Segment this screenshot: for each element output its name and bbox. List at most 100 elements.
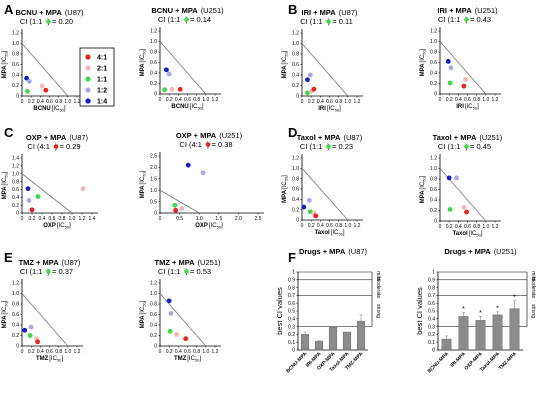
data-point-1-1: [305, 90, 310, 96]
x-tick-label: 0.8: [59, 216, 66, 222]
chart-f2: Drugs + MPA (U251) 0 0.1 0.2 0.30.4 0.5 0.6 0.7 0…: [415, 247, 536, 374]
ci-subtitle: CI (1:1) = 0.37: [20, 267, 73, 276]
y-tick-label: 1.2: [12, 164, 19, 170]
y-tick-label: 0: [432, 348, 435, 354]
y-tick-label: 0.5: [428, 309, 435, 315]
x-tick-label: 0.2: [446, 97, 453, 103]
x-tick-label: 0: [21, 349, 24, 355]
y-tick-label: 1: [292, 270, 295, 276]
zone-label: strong: [375, 304, 381, 318]
y-tick-label: 0: [16, 344, 19, 350]
legend-label: 1:2: [97, 88, 107, 95]
y-tick-label: 0: [434, 219, 437, 225]
y-tick-label: 0.4: [428, 317, 435, 323]
ci-subtitle: CI (4:1) = 0.29: [27, 142, 80, 151]
data-point-1-4: [445, 59, 451, 64]
x-tick-label: 0.4: [37, 99, 44, 105]
legend: 4:1 2:1 1:1 1:2 1:4: [79, 47, 115, 107]
chart-title: BCNU + MPA (U251): [151, 6, 224, 15]
y-tick-label: 0.6: [430, 187, 437, 193]
x-tick-label: 0.2: [28, 349, 35, 355]
x-axis-label: BCNU[IC50]: [33, 106, 65, 113]
y-tick-label: 1.0: [430, 39, 437, 45]
data-point-4-1: [29, 207, 35, 213]
significance-star: *: [479, 310, 482, 317]
ci-subtitle: CI (1:1) = 0.53: [158, 267, 211, 276]
ci-ratio-dot: [46, 269, 51, 274]
chart-f: Drugs + MPA (U87) 0 0.1 0.2 0.30.4 0.5 0.6 0.7 0.…: [275, 247, 381, 374]
y-tick-label: 0.8: [12, 179, 19, 185]
y-tick-label: 0: [434, 92, 437, 98]
additivity-line: [21, 293, 69, 347]
x-tick-label: 1.2: [354, 223, 361, 229]
x-tick-label: 0.4: [37, 349, 44, 355]
y-tick-label: 0.8: [428, 285, 435, 291]
x-tick-label: 0: [21, 99, 24, 105]
y-tick-label: 0.6: [150, 60, 157, 66]
x-tick-label: 0.6: [46, 99, 53, 105]
x-tick-label: 1.2: [74, 99, 81, 105]
y-tick-label: 0.1: [428, 340, 435, 346]
x-tick-label: 1.2: [492, 97, 499, 103]
data-point-1-1: [172, 202, 178, 208]
panel-label-e: E: [4, 250, 13, 265]
x-tick-label: 0.8: [335, 99, 342, 105]
y-tick-label: 0.6: [292, 62, 299, 68]
y-tick-label: 0.6: [288, 301, 295, 307]
y-tick-label: 0.2: [292, 83, 299, 89]
x-tick-label: 2.5: [255, 216, 262, 222]
x-tick-label: 1.0: [344, 223, 351, 229]
zone-label: moderate: [375, 277, 381, 298]
x-axis-label: BCNU[IC50]: [171, 104, 203, 111]
chart-title: Taxol + MPA (U87): [297, 133, 363, 142]
data-point-1-2: [28, 324, 34, 330]
data-point-2-1: [174, 332, 179, 337]
data-point-1-4: [164, 67, 169, 73]
y-tick-label: 0.8: [292, 52, 299, 58]
x-axis-label: OXP[IC50]: [195, 223, 223, 230]
data-point-1-2: [306, 197, 312, 203]
ci-ratio-dot: [184, 17, 189, 22]
y-tick-label: 1: [432, 270, 435, 276]
y-tick-label: 0.6: [12, 187, 19, 193]
x-axis-label: IRI[IC50]: [456, 104, 479, 111]
x-tick-label: 0.6: [184, 97, 191, 103]
legend-marker-1-1: [85, 76, 91, 82]
y-tick-label: 0.4: [288, 317, 295, 323]
data-point-4-1: [183, 336, 189, 342]
additivity-line: [301, 168, 349, 221]
data-point-1-1: [25, 88, 30, 94]
ci-subtitle: CI (1:1) = 0.20: [20, 17, 73, 26]
data-point-1-1: [162, 87, 167, 93]
panel-label-f: F: [288, 250, 296, 265]
chart-title: BCNU + MPA (U87): [15, 8, 84, 17]
x-tick-label: 0.4: [175, 349, 182, 355]
bar: [328, 327, 338, 351]
x-tick-label: 0.8: [55, 349, 62, 355]
zone-label: moderate: [530, 277, 536, 298]
x-tick-label: 0.8: [473, 97, 480, 103]
panel-label-b: B: [288, 2, 297, 17]
x-tick-label: 1.0: [202, 349, 209, 355]
ci-subtitle: CI (1:1) = 0.14: [158, 15, 211, 24]
x-tick-label: 1.0: [69, 216, 76, 222]
additivity-line: [159, 41, 207, 95]
y-tick-label: 0: [154, 211, 157, 217]
bar: [314, 341, 324, 351]
significance-star: *: [462, 306, 465, 313]
x-tick-label: 0.4: [175, 97, 182, 103]
chart-title: TMZ + MPA (U251): [154, 258, 221, 267]
bar: [342, 331, 352, 351]
chart-d2: Taxol + MPA (U251)CI (1:1) = 0.450 0.2 0.4 0…: [420, 133, 503, 238]
y-axis-label: MPA[IC50]: [2, 50, 9, 78]
y-tick-label: 0.2: [150, 333, 157, 339]
bar: [492, 314, 503, 351]
x-tick-label: 1.0: [344, 99, 351, 105]
chart-e2: TMZ + MPA (U251)CI (1:1) = 0.530 0.2 0.4 0.6…: [140, 258, 221, 363]
panel-label-a: A: [4, 2, 14, 17]
x-tick-label: 0.6: [326, 99, 333, 105]
data-point-1-4: [185, 162, 191, 168]
x-tick-label: 0: [159, 97, 162, 103]
legend-marker-1-2: [85, 87, 91, 93]
x-tick-label: 0.8: [55, 99, 62, 105]
